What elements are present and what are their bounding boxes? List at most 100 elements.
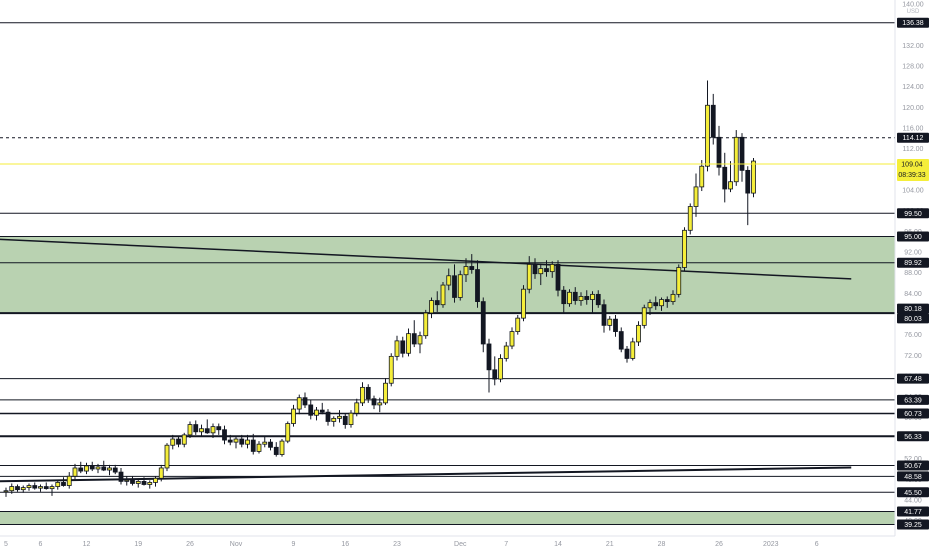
- level-label-60.73: 60.73: [897, 408, 929, 419]
- candle-body: [38, 486, 43, 489]
- time-tick-label: 16: [341, 541, 349, 548]
- candle-30: [176, 435, 181, 448]
- candle-body: [526, 263, 532, 290]
- level-label-41.77: 41.77: [897, 506, 929, 517]
- candle-body: [590, 293, 595, 300]
- candle-body: [43, 486, 49, 490]
- candle-60: [348, 410, 354, 428]
- candle-127: [733, 130, 739, 186]
- candle-body: [394, 340, 400, 357]
- candle-10: [61, 477, 66, 487]
- level-label-box: [897, 231, 929, 242]
- candle-body: [572, 291, 578, 301]
- candle-2: [15, 484, 20, 492]
- candle-body: [463, 266, 469, 276]
- candle-body: [89, 465, 95, 470]
- trendline-1: [0, 466, 852, 483]
- candle-body: [153, 477, 158, 483]
- candle-body: [187, 424, 193, 436]
- candle-64: [371, 395, 377, 410]
- candle-body: [15, 486, 20, 491]
- price-tick-label: 128.00: [902, 64, 924, 71]
- candle-body: [9, 486, 15, 492]
- candle-body: [400, 340, 406, 354]
- candle-95: [549, 261, 555, 278]
- candle-body: [411, 333, 417, 345]
- time-axis[interactable]: 5 6 12 19 26 Nov 9 16 23 Dec 7 14 21 28 26 2023 6: [4, 541, 819, 548]
- candle-26: [153, 476, 158, 487]
- candle-body: [716, 136, 722, 168]
- candle-body: [440, 284, 446, 306]
- candle-body: [722, 166, 728, 190]
- time-tick-label: 9: [292, 541, 296, 548]
- candle-99: [572, 287, 578, 305]
- time-tick-label: 28: [658, 541, 666, 548]
- candle-93: [538, 264, 544, 286]
- candle-72: [417, 331, 423, 354]
- candle-61: [354, 398, 360, 417]
- candle-115: [664, 296, 670, 308]
- price-tick-label: 104.00: [902, 188, 924, 195]
- candle-67: [388, 353, 394, 387]
- candle-body: [245, 439, 250, 445]
- level-label-80.03: 80.03: [897, 313, 929, 324]
- candle-83: [480, 297, 486, 353]
- candle-15: [89, 461, 95, 472]
- candle-84: [486, 338, 492, 393]
- candle-44: [256, 441, 262, 454]
- trendline-layer: [0, 238, 852, 483]
- candle-5: [32, 482, 38, 490]
- candle-18: [107, 464, 112, 476]
- time-tick-label: 26: [715, 541, 723, 548]
- level-label-45.50: 45.50: [897, 487, 929, 498]
- candle-body: [555, 263, 561, 291]
- candle-38: [222, 425, 227, 445]
- level-label-50.67: 50.67: [897, 460, 929, 471]
- candle-108: [624, 346, 630, 363]
- candle-63: [365, 384, 371, 403]
- candle-120: [693, 173, 699, 217]
- candle-101: [584, 290, 590, 305]
- candle-body: [664, 299, 670, 302]
- time-tick-label: 26: [186, 541, 194, 548]
- candle-65: [377, 397, 383, 413]
- candle-body: [279, 440, 285, 455]
- level-label-text: 56.33: [904, 434, 922, 441]
- level-label-text: 48.58: [904, 474, 922, 481]
- level-label-114.12: 114.12: [897, 132, 929, 143]
- candle-103: [595, 290, 601, 308]
- time-tick-label: Dec: [454, 541, 467, 548]
- candle-118: [682, 227, 687, 271]
- candle-33: [193, 420, 199, 435]
- level-label-63.39: 63.39: [897, 394, 929, 405]
- level-label-67.48: 67.48: [897, 373, 929, 384]
- candle-body: [452, 275, 457, 298]
- candle-52: [302, 392, 308, 409]
- candle-16: [95, 463, 101, 474]
- candle-85: [492, 356, 498, 386]
- candle-111: [641, 304, 647, 329]
- level-label-48.58: 48.58: [897, 471, 929, 482]
- countdown-label: 08:39:33: [898, 172, 925, 179]
- candle-body: [670, 293, 676, 303]
- candle-45: [262, 435, 268, 448]
- candle-body: [72, 467, 78, 477]
- time-tick-label: Nov: [230, 541, 243, 548]
- level-label-text: 95.00: [904, 234, 922, 241]
- candle-body: [503, 345, 509, 359]
- candle-body: [521, 288, 526, 319]
- candle-body: [377, 402, 383, 406]
- candle-body: [112, 467, 118, 473]
- price-tick-label: 120.00: [902, 105, 924, 112]
- candle-11: [66, 472, 72, 489]
- candle-107: [618, 327, 624, 353]
- candle-body: [636, 324, 641, 343]
- candle-23: [135, 479, 141, 488]
- candle-body: [354, 402, 360, 414]
- candle-43: [250, 433, 256, 455]
- level-label-text: 45.50: [904, 490, 922, 497]
- candle-55: [319, 402, 325, 415]
- candle-body: [423, 312, 429, 337]
- candle-body: [101, 466, 107, 471]
